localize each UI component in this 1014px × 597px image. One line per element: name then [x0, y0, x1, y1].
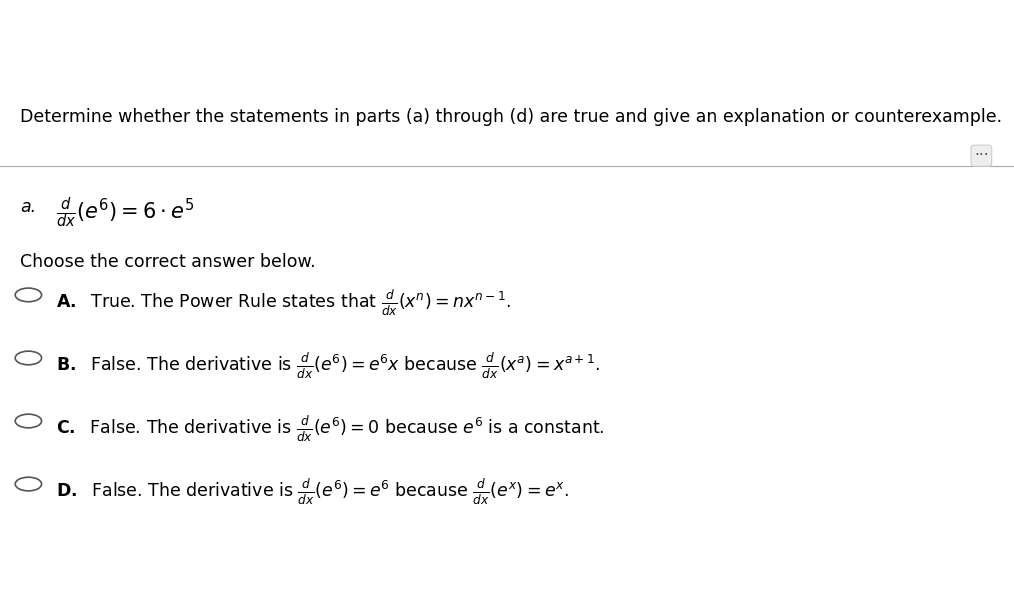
Text: Choose the correct answer below.: Choose the correct answer below. — [20, 253, 316, 271]
Text: ···: ··· — [974, 148, 989, 163]
Text: $\frac{d}{dx}\left(e^6\right) = 6 \cdot e^5$: $\frac{d}{dx}\left(e^6\right) = 6 \cdot … — [56, 195, 194, 230]
Text: a.: a. — [20, 198, 37, 216]
Text: Determine whether the statements in parts (a) through (d) are true and give an e: Determine whether the statements in part… — [20, 109, 1003, 127]
Text: es): es) — [20, 26, 59, 46]
Text: $\mathbf{D.}$  False. The derivative is $\frac{d}{dx}\left(e^6\right) = e^6$ bec: $\mathbf{D.}$ False. The derivative is $… — [56, 478, 569, 507]
Text: Question 13, 3.4.69: Question 13, 3.4.69 — [408, 14, 606, 32]
Text: Part 1 of 4: Part 1 of 4 — [464, 42, 550, 60]
Text: $\mathbf{B.}$  False. The derivative is $\frac{d}{dx}\left(e^6\right) = e^6x$ be: $\mathbf{B.}$ False. The derivative is $… — [56, 352, 600, 381]
Text: >: > — [578, 26, 594, 45]
Text: <: < — [430, 26, 446, 45]
Text: $\mathbf{C.}$  False. The derivative is $\frac{d}{dx}\left(e^6\right) = 0$ becau: $\mathbf{C.}$ False. The derivative is $… — [56, 415, 604, 444]
Text: $\mathbf{A.}$  True. The Power Rule states that $\frac{d}{dx}\left(x^n\right) = : $\mathbf{A.}$ True. The Power Rule state… — [56, 288, 511, 318]
